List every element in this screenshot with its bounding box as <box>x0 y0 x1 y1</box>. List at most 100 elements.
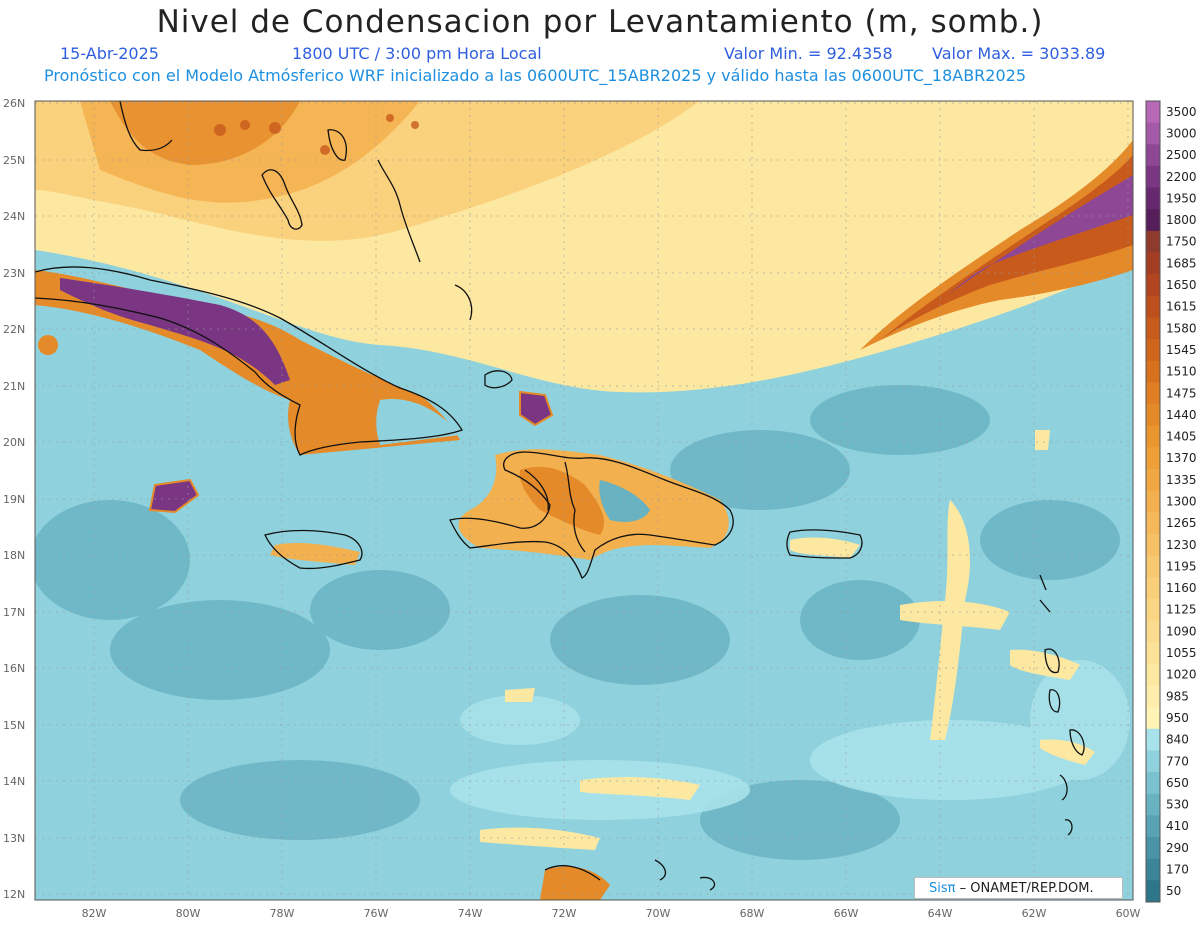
lon-label: 68W <box>740 907 765 920</box>
colorbar-swatch <box>1146 382 1160 405</box>
colorbar-swatch <box>1146 469 1160 492</box>
colorbar-label: 1125 <box>1166 603 1197 617</box>
colorbar-label: 1475 <box>1166 386 1197 400</box>
cuba-peak <box>60 278 290 385</box>
colorbar-swatch <box>1146 295 1160 318</box>
puerto-rico-coast <box>786 529 863 559</box>
colorbar-swatch <box>1146 577 1160 600</box>
colorbar-label: 1020 <box>1166 668 1197 682</box>
lon-label: 74W <box>458 907 483 920</box>
colorbar-swatch <box>1146 685 1160 708</box>
lon-label: 72W <box>552 907 577 920</box>
haiti-internal <box>524 469 549 511</box>
colorbar-label: 530 <box>1166 798 1189 812</box>
colorbar-swatch <box>1146 101 1160 124</box>
ne-high-lcl-band <box>860 140 1133 350</box>
lon-label: 66W <box>834 907 859 920</box>
colorbar-swatch <box>1146 447 1160 470</box>
map-field <box>35 101 1133 900</box>
colorbar-swatch <box>1146 404 1160 427</box>
model-info: Pronóstico con el Modelo Atmósferico WRF… <box>44 66 1027 85</box>
colorbar-label: 1510 <box>1166 365 1197 379</box>
hispaniola-coast <box>449 451 734 579</box>
colorbar-label: 985 <box>1166 689 1189 703</box>
colorbar-label: 2200 <box>1166 170 1197 184</box>
colorbar-label: 1545 <box>1166 343 1197 357</box>
colorbar-swatch <box>1146 837 1160 860</box>
sispi-logo: Sisπ <box>929 881 956 896</box>
lat-axis: 26N 25N 24N 23N 22N 21N 20N 19N 18N 17N … <box>3 97 25 901</box>
forecast-date: 15-Abr-2025 <box>60 44 159 63</box>
colorbar-label: 1750 <box>1166 235 1197 249</box>
south-america-coast <box>544 859 716 891</box>
abaco-coast <box>327 129 347 161</box>
max-value: Valor Max. = 3033.89 <box>932 44 1106 63</box>
colorbar-label: 1950 <box>1166 191 1197 205</box>
colorbar-label: 1160 <box>1166 581 1197 595</box>
colorbar-swatch <box>1146 122 1160 145</box>
colorbar-swatch <box>1146 425 1160 448</box>
colorbar-swatch <box>1146 815 1160 838</box>
colorbar-label: 1440 <box>1166 408 1197 422</box>
map-frame <box>34 100 1134 901</box>
colorbar-label: 1335 <box>1166 473 1197 487</box>
colorbar-swatch <box>1146 728 1160 751</box>
credit-text: – ONAMET/REP.DOM. <box>959 881 1094 896</box>
credit-box: Sisπ – ONAMET/REP.DOM. <box>914 877 1123 899</box>
lon-label: 80W <box>176 907 201 920</box>
colorbar-swatch <box>1146 252 1160 275</box>
colorbar-label: 1055 <box>1166 646 1197 660</box>
lat-label: 26N <box>3 97 25 110</box>
colorbar-swatch <box>1146 512 1160 535</box>
colorbar-swatch <box>1146 620 1160 643</box>
lon-label: 64W <box>928 907 953 920</box>
colorbar-swatch <box>1146 339 1160 362</box>
lon-axis: 82W 80W 78W 76W 74W 72W 70W 68W 66W 64W … <box>82 907 1141 920</box>
colorbar-swatch <box>1146 274 1160 297</box>
min-value: Valor Min. = 92.4358 <box>724 44 893 63</box>
cuba-coast <box>35 266 463 456</box>
colorbar-swatch <box>1146 317 1160 340</box>
colorbar-label: 1265 <box>1166 516 1197 530</box>
inagua-peak <box>519 390 554 427</box>
colorbar: 3500 3000 2500 2200 1950 1800 1750 1685 1650 1615… <box>1145 100 1197 903</box>
colorbar-label: 3000 <box>1166 126 1197 140</box>
lon-label: 78W <box>270 907 295 920</box>
graticule <box>35 101 1133 900</box>
colorbar-label: 770 <box>1166 754 1189 768</box>
colorbar-swatch <box>1146 772 1160 795</box>
colorbar-swatch <box>1146 793 1160 816</box>
colorbar-swatch <box>1146 598 1160 622</box>
lon-label: 76W <box>364 907 389 920</box>
lesser-antilles-field <box>480 430 1095 850</box>
cayman-peak <box>148 478 200 514</box>
lat-label: 18N <box>3 549 25 562</box>
colorbar-label: 1195 <box>1166 559 1197 573</box>
colorbar-label: 1800 <box>1166 213 1197 227</box>
florida-coast <box>119 101 173 152</box>
haiti-dr-border <box>564 461 586 553</box>
map-title: Nivel de Condensacion por Levantamiento … <box>156 4 1044 40</box>
lat-label: 16N <box>3 662 25 675</box>
colorbar-label: 1650 <box>1166 278 1197 292</box>
colorbar-label: 2500 <box>1166 148 1197 162</box>
lat-label: 20N <box>3 436 25 449</box>
forecast-time: 1800 UTC / 3:00 pm Hora Local <box>292 44 542 63</box>
colorbar-frame <box>1145 100 1161 903</box>
colorbar-label: 170 <box>1166 863 1189 877</box>
lesser-antilles-coast <box>1039 574 1085 836</box>
colorbar-swatch <box>1146 642 1160 665</box>
colorbar-label: 840 <box>1166 733 1189 747</box>
colorbar-swatch <box>1146 209 1160 232</box>
colorbar-swatch <box>1146 533 1160 557</box>
colorbar-label: 1615 <box>1166 300 1197 314</box>
colorbar-label: 950 <box>1166 711 1189 725</box>
lon-label: 60W <box>1116 907 1141 920</box>
colorbar-label: 1230 <box>1166 538 1197 552</box>
colorbar-swatch <box>1146 144 1160 167</box>
lat-label: 22N <box>3 323 25 336</box>
colorbar-swatch <box>1146 880 1160 903</box>
lon-label: 70W <box>646 907 671 920</box>
colorbar-swatch <box>1146 165 1160 189</box>
